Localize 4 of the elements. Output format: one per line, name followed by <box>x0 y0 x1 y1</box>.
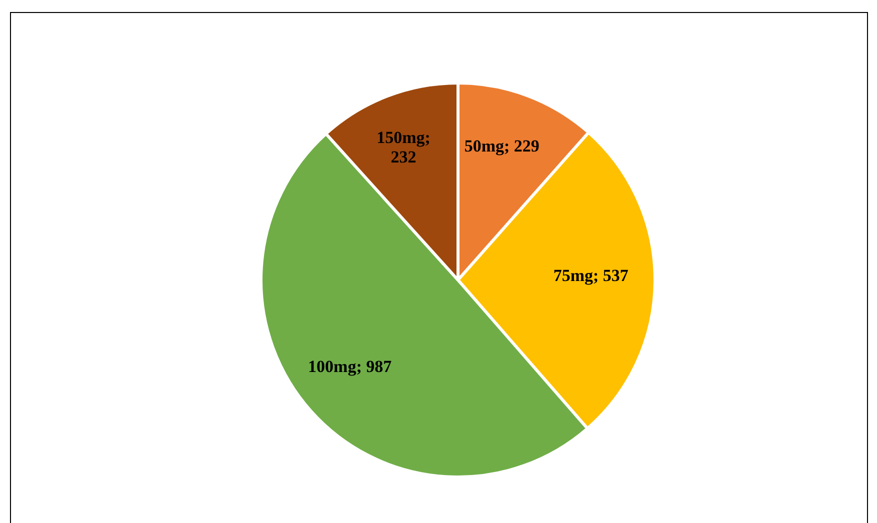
data-label: 150mg; 232 <box>376 128 430 166</box>
data-label: 75mg; 537 <box>553 266 629 286</box>
data-label: 100mg; 987 <box>308 357 392 376</box>
data-label: 50mg; 229 <box>464 136 540 156</box>
